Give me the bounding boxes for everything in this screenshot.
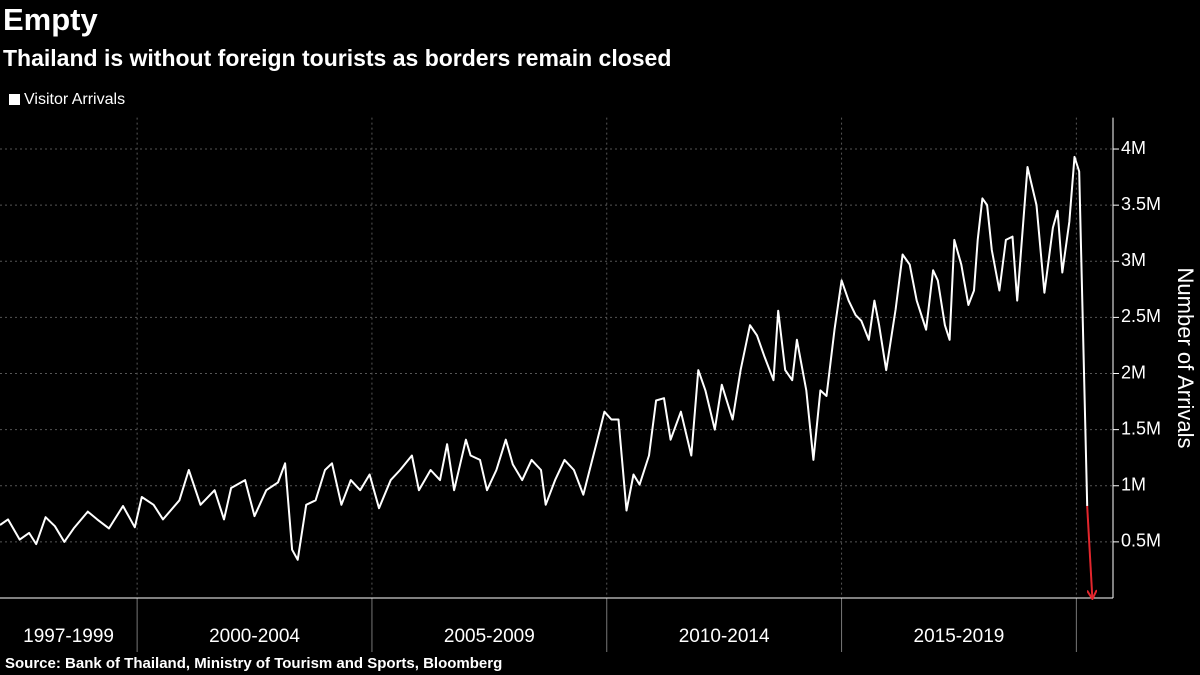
drop-arrow [1086,505,1092,598]
y-tick-label: 1M [1121,475,1146,495]
x-period-label: 1997-1999 [23,626,114,647]
legend-label: Visitor Arrivals [24,91,125,108]
chart-title: Empty [3,2,99,37]
x-period-label: 2000-2004 [209,626,300,647]
chart-subtitle: Thailand is without foreign tourists as … [3,45,671,71]
y-axis-label: Number of Arrivals [1173,268,1198,449]
y-tick-label: 3M [1121,250,1146,270]
y-tick-label: 0.5M [1121,531,1161,551]
y-tick-label: 4M [1121,138,1146,158]
y-tick-label: 2.5M [1121,306,1161,326]
y-tick-label: 2M [1121,362,1146,382]
x-period-label: 2015-2019 [914,626,1005,647]
source: Source: Bank of Thailand, Ministry of To… [5,655,502,672]
y-tick-label: 1.5M [1121,418,1161,438]
legend-swatch [9,94,20,105]
x-period-label: 2005-2009 [444,626,535,647]
x-period-label: 2010-2014 [679,626,770,647]
line [0,155,1089,561]
y-tick-label: 3.5M [1121,194,1161,214]
